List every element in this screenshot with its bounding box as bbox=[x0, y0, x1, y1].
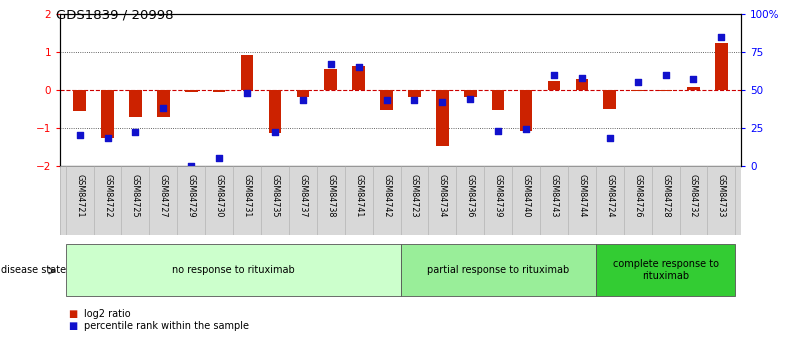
Bar bbox=[409, 90, 421, 97]
Text: GSM84737: GSM84737 bbox=[298, 174, 308, 217]
Bar bbox=[129, 90, 142, 117]
Point bbox=[268, 129, 281, 135]
Bar bbox=[464, 90, 477, 97]
Text: GSM84732: GSM84732 bbox=[689, 174, 698, 217]
Bar bbox=[436, 90, 449, 146]
Bar bbox=[687, 87, 700, 90]
Bar bbox=[576, 79, 588, 90]
Bar bbox=[596, 244, 735, 296]
Text: percentile rank within the sample: percentile rank within the sample bbox=[84, 321, 249, 331]
Bar bbox=[296, 90, 309, 97]
Point bbox=[436, 99, 449, 105]
Text: GSM84722: GSM84722 bbox=[103, 174, 112, 217]
Point bbox=[408, 98, 421, 103]
Text: GSM84731: GSM84731 bbox=[243, 174, 252, 217]
Point bbox=[352, 64, 365, 70]
Text: GSM84743: GSM84743 bbox=[549, 174, 558, 217]
Point bbox=[185, 163, 198, 168]
Text: GSM84739: GSM84739 bbox=[493, 174, 503, 217]
Text: complete response to
rituximab: complete response to rituximab bbox=[613, 259, 718, 281]
Point bbox=[101, 136, 114, 141]
Bar bbox=[74, 90, 86, 110]
Bar bbox=[185, 90, 198, 91]
Text: no response to rituximab: no response to rituximab bbox=[171, 265, 295, 275]
Text: GSM84723: GSM84723 bbox=[410, 174, 419, 217]
Text: GSM84742: GSM84742 bbox=[382, 174, 391, 217]
Text: ■: ■ bbox=[68, 321, 78, 331]
Bar bbox=[157, 90, 170, 117]
Text: GSM84741: GSM84741 bbox=[354, 174, 363, 217]
Point bbox=[575, 75, 588, 80]
Point bbox=[492, 128, 505, 134]
Text: GSM84721: GSM84721 bbox=[75, 174, 84, 217]
Bar bbox=[66, 244, 400, 296]
Bar bbox=[520, 90, 533, 131]
Bar bbox=[548, 81, 560, 90]
Bar bbox=[101, 90, 114, 138]
Point bbox=[603, 136, 616, 141]
Text: ■: ■ bbox=[68, 309, 78, 319]
Text: GSM84724: GSM84724 bbox=[606, 174, 614, 217]
Bar bbox=[603, 90, 616, 109]
Text: GSM84725: GSM84725 bbox=[131, 174, 140, 217]
Text: GSM84727: GSM84727 bbox=[159, 174, 168, 217]
Bar bbox=[324, 69, 337, 90]
Text: GSM84744: GSM84744 bbox=[578, 174, 586, 217]
Bar bbox=[213, 90, 225, 92]
Point bbox=[715, 34, 728, 39]
Text: log2 ratio: log2 ratio bbox=[84, 309, 131, 319]
Point bbox=[380, 98, 393, 103]
Bar bbox=[631, 90, 644, 91]
Point bbox=[213, 155, 226, 161]
Bar bbox=[241, 55, 253, 90]
Text: GSM84740: GSM84740 bbox=[521, 174, 530, 217]
Text: GSM84730: GSM84730 bbox=[215, 174, 223, 217]
Bar bbox=[352, 66, 365, 90]
Point bbox=[129, 129, 142, 135]
Point bbox=[464, 96, 477, 101]
Point bbox=[240, 90, 253, 96]
Bar bbox=[400, 244, 596, 296]
Text: partial response to rituximab: partial response to rituximab bbox=[427, 265, 570, 275]
Point bbox=[631, 79, 644, 85]
Point bbox=[157, 105, 170, 111]
Bar bbox=[268, 90, 281, 132]
Text: GSM84736: GSM84736 bbox=[465, 174, 475, 217]
Text: GSM84735: GSM84735 bbox=[271, 174, 280, 217]
Text: GSM84738: GSM84738 bbox=[326, 174, 336, 217]
Bar bbox=[380, 90, 392, 110]
Point bbox=[548, 72, 561, 77]
Text: GDS1839 / 20998: GDS1839 / 20998 bbox=[56, 9, 174, 22]
Bar bbox=[659, 90, 672, 91]
Text: GSM84728: GSM84728 bbox=[661, 174, 670, 217]
Text: GSM84729: GSM84729 bbox=[187, 174, 195, 217]
Point bbox=[296, 98, 309, 103]
Text: GSM84733: GSM84733 bbox=[717, 174, 726, 217]
Point bbox=[659, 72, 672, 77]
Point bbox=[73, 132, 86, 138]
Point bbox=[324, 61, 337, 67]
Bar bbox=[492, 90, 505, 110]
Text: disease state: disease state bbox=[1, 265, 66, 275]
Text: GSM84726: GSM84726 bbox=[633, 174, 642, 217]
Text: GSM84734: GSM84734 bbox=[438, 174, 447, 217]
Bar bbox=[715, 43, 727, 90]
Point bbox=[520, 126, 533, 132]
Point bbox=[687, 76, 700, 82]
